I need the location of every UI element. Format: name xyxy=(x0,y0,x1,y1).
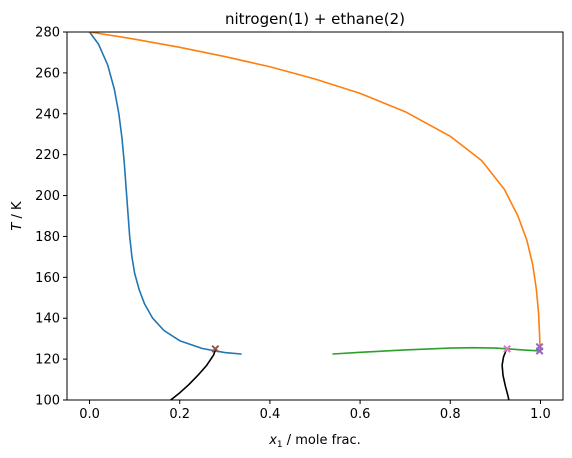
series-line-2 xyxy=(88,32,542,352)
y-tick-label: 140 xyxy=(35,312,60,327)
x-tick-label: 1.0 xyxy=(530,407,551,422)
y-tick-label: 280 xyxy=(35,26,60,41)
series-line-5 xyxy=(501,348,510,400)
marker-1-stroke-b xyxy=(211,344,220,353)
marker-4 xyxy=(535,342,544,351)
y-axis-title: T / K xyxy=(10,201,25,231)
x-tick-label: 0.6 xyxy=(350,407,371,422)
marker-2 xyxy=(503,344,511,353)
x-tick-label: 0.0 xyxy=(79,407,100,422)
y-tick-label: 200 xyxy=(35,189,60,204)
marker-1 xyxy=(211,344,220,353)
axes: 0.0 0.2 0.4 0.6 0.8 1.0 100 120 140 160 180 200 220 2… xyxy=(35,26,564,422)
y-tick-label: 260 xyxy=(35,66,60,81)
series-line-3 xyxy=(332,346,542,355)
y-axis-title-rest: / K xyxy=(10,201,25,223)
marker-4-stroke-b xyxy=(535,342,544,351)
chart-title: nitrogen(1) + ethane(2) xyxy=(225,10,405,28)
plot-area xyxy=(87,32,542,400)
x-axis-title-var: x xyxy=(268,433,277,448)
marker-2-stroke-b xyxy=(503,344,511,353)
series-line-1 xyxy=(87,32,242,355)
y-tick-label: 220 xyxy=(35,148,60,163)
axes-frame xyxy=(66,31,564,401)
x-axis-title-sub: 1 xyxy=(277,440,283,450)
x-tick-label: 0.8 xyxy=(440,407,461,422)
y-axis-title-var: T xyxy=(10,222,25,231)
x-axis-title-rest: / mole frac. xyxy=(283,433,361,448)
x-tick-label: 0.4 xyxy=(260,407,281,422)
x-tick-label: 0.2 xyxy=(169,407,190,422)
x-axis-title: x1 / mole frac. xyxy=(268,433,361,450)
y-tick-label: 120 xyxy=(35,353,60,368)
y-tick-label: 240 xyxy=(35,107,60,122)
y-tick-label: 180 xyxy=(35,230,60,245)
y-tick-label: 100 xyxy=(35,394,60,409)
y-tick-label: 160 xyxy=(35,271,60,286)
series-line-4 xyxy=(169,348,217,400)
